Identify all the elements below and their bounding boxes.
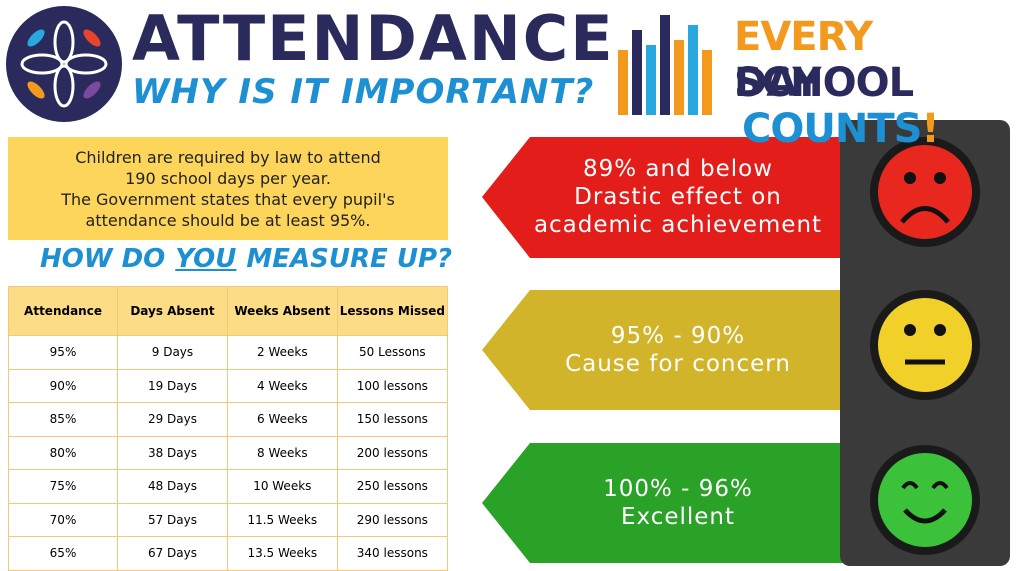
yellow-face	[878, 298, 972, 392]
table-cell: 150 lessons	[337, 403, 447, 437]
table-cell: 4 Weeks	[227, 369, 337, 403]
table-cell: 9 Days	[118, 336, 228, 370]
info-line: The Government states that every pupil's	[8, 189, 448, 210]
column-header: Attendance	[9, 287, 118, 336]
table-cell: 70%	[9, 503, 118, 537]
table-cell: 2 Weeks	[227, 336, 337, 370]
table-cell: 10 Weeks	[227, 470, 337, 504]
title: ATTENDANCE	[132, 2, 615, 75]
band-line: 95% - 90%	[528, 322, 828, 350]
measure-heading: HOW DO YOU MEASURE UP?	[40, 244, 462, 274]
hands-icon	[618, 15, 712, 115]
table-cell: 50 Lessons	[337, 336, 447, 370]
column-header: Days Absent	[118, 287, 228, 336]
page: Attendance {"header":{"title":"ATTENDANC…	[0, 0, 1024, 566]
subtitle: WHY IS IT IMPORTANT?	[132, 72, 594, 112]
table-cell: 13.5 Weeks	[227, 537, 337, 571]
band-text: 100% - 96%Excellent	[528, 475, 828, 531]
table-cell: 6 Weeks	[227, 403, 337, 437]
table-cell: 65%	[9, 537, 118, 571]
table-cell: 340 lessons	[337, 537, 447, 571]
infographic: ATTENDANCE WHY IS IT IMPORTANT? EVERY SC…	[0, 0, 1024, 566]
band-line: 100% - 96%	[528, 475, 828, 503]
table-cell: 95%	[9, 336, 118, 370]
band-line: 89% and below	[528, 155, 828, 183]
band-line: Cause for concern	[528, 350, 828, 378]
heading-part: YOU	[175, 244, 236, 274]
green-face	[878, 453, 972, 547]
table-cell: 67 Days	[118, 537, 228, 571]
heading-part: MEASURE UP?	[246, 244, 452, 274]
slogan-word: EVERY	[734, 14, 872, 60]
column-header: Weeks Absent	[227, 287, 337, 336]
table-cell: 38 Days	[118, 436, 228, 470]
table-cell: 100 lessons	[337, 369, 447, 403]
table-cell: 290 lessons	[337, 503, 447, 537]
table-cell: 8 Weeks	[227, 436, 337, 470]
band-line: academic achievement	[528, 211, 828, 239]
band-text: 95% - 90%Cause for concern	[528, 322, 828, 378]
heading-part: HOW DO	[40, 244, 165, 274]
slogan-word: COUNTS	[742, 106, 921, 152]
column-header: Lessons Missed	[337, 287, 447, 336]
slogan-word: DAY	[734, 60, 820, 106]
red-face	[878, 145, 972, 239]
table-cell: 200 lessons	[337, 436, 447, 470]
table-cell: 29 Days	[118, 403, 228, 437]
slogan-line: DAY COUNTS!	[734, 60, 1024, 152]
table-cell: 90%	[9, 369, 118, 403]
info-line: Children are required by law to attend	[8, 147, 448, 168]
table-cell: 57 Days	[118, 503, 228, 537]
table-cell: 250 lessons	[337, 470, 447, 504]
info-line: attendance should be at least 95%.	[8, 210, 448, 231]
table-cell: 48 Days	[118, 470, 228, 504]
table-cell: 11.5 Weeks	[227, 503, 337, 537]
table-cell: 80%	[9, 436, 118, 470]
slogan-word: !	[921, 106, 938, 152]
table-cell: 85%	[9, 403, 118, 437]
band-line: Drastic effect on	[528, 183, 828, 211]
info-line: 190 school days per year.	[8, 168, 448, 189]
table-cell: 19 Days	[118, 369, 228, 403]
table-cell: 75%	[9, 470, 118, 504]
band-line: Excellent	[528, 503, 828, 531]
